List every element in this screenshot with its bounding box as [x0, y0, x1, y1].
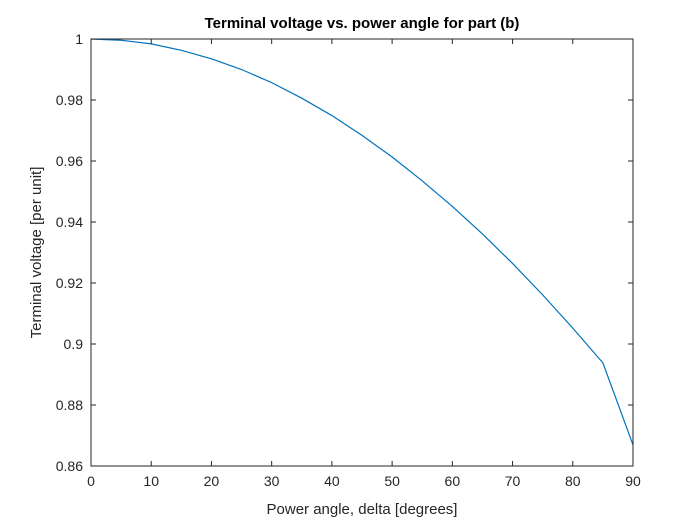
- x-tick-label: 20: [204, 473, 220, 489]
- y-tick-label: 1: [75, 31, 83, 47]
- chart-title: Terminal voltage vs. power angle for par…: [205, 15, 520, 32]
- x-tick-label: 0: [87, 473, 95, 489]
- plot-area: [91, 39, 633, 466]
- plot-frame: [90, 38, 634, 467]
- x-axis-label: Power angle, delta [degrees]: [267, 501, 458, 518]
- y-tick-label: 0.86: [56, 458, 83, 474]
- y-tick-label: 0.94: [56, 214, 83, 230]
- y-tick-label: 0.92: [56, 275, 83, 291]
- x-tick-label: 10: [143, 473, 159, 489]
- y-tick-label: 0.88: [56, 397, 83, 413]
- series-layer: [90, 38, 634, 446]
- x-tick-label: 90: [625, 473, 641, 489]
- x-tick-label: 70: [505, 473, 521, 489]
- x-tick-label: 50: [384, 473, 400, 489]
- x-tick-label: 40: [324, 473, 340, 489]
- x-axis: 0 10 20 30 40 50 60 70 80 90: [87, 39, 641, 489]
- y-axis-label: Terminal voltage [per unit]: [28, 167, 45, 339]
- series-line-1: [90, 38, 634, 446]
- y-tick-label: 0.96: [56, 153, 83, 169]
- y-axis: 0.86 0.88 0.9 0.92 0.94 0.96 0.98 1: [56, 31, 633, 474]
- x-tick-label: 80: [565, 473, 581, 489]
- x-tick-label: 30: [264, 473, 280, 489]
- y-tick-label: 0.98: [56, 92, 83, 108]
- y-tick-label: 0.9: [64, 336, 84, 352]
- x-tick-label: 60: [445, 473, 461, 489]
